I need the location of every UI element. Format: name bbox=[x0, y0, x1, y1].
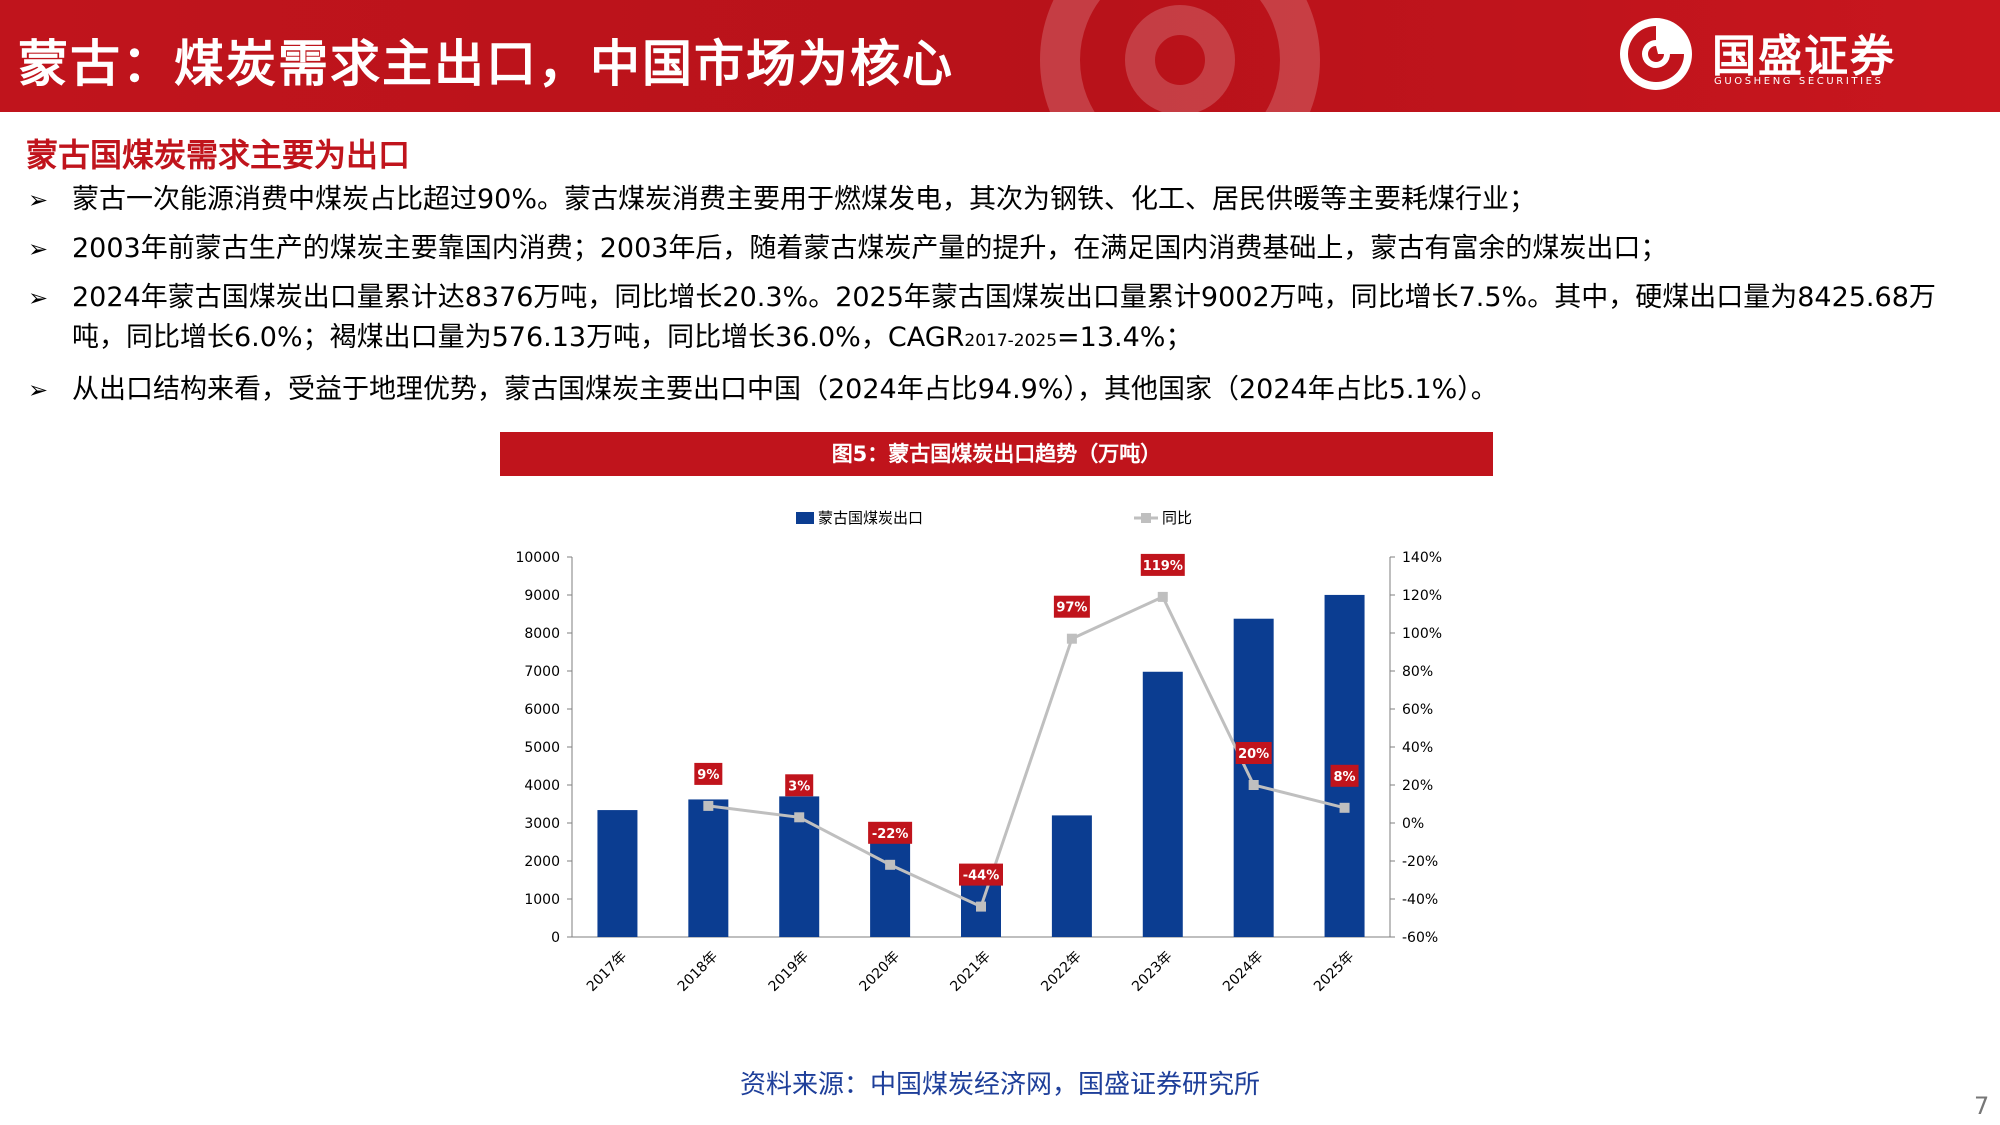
x-tick-label: 2021年 bbox=[947, 949, 993, 995]
bullet-text: 2024年蒙古国煤炭出口量累计达8376万吨，同比增长20.3%。2025年蒙古… bbox=[72, 282, 1936, 353]
legend-swatch-marker bbox=[1141, 513, 1151, 523]
source-note: 资料来源：中国煤炭经济网，国盛证券研究所 bbox=[739, 1070, 1260, 1100]
x-tick-label: 2024年 bbox=[1220, 949, 1266, 995]
right-tick-label: 20% bbox=[1402, 778, 1433, 794]
left-tick-label: 3000 bbox=[524, 816, 560, 832]
yoy-label-box bbox=[959, 863, 1003, 886]
right-tick-label: -20% bbox=[1402, 854, 1438, 870]
guosheng-logo-icon bbox=[1620, 18, 1692, 90]
bullet-item: ➢ 2024年蒙古国煤炭出口量累计达8376万吨，同比增长20.3%。2025年… bbox=[24, 278, 1984, 361]
left-tick-label: 7000 bbox=[524, 664, 560, 680]
yoy-data-label: 3% bbox=[788, 779, 810, 794]
right-tick-label: 40% bbox=[1402, 740, 1433, 756]
right-tick-label: 100% bbox=[1402, 626, 1442, 642]
yoy-data-label: 9% bbox=[697, 768, 719, 783]
x-tick-label: 2023年 bbox=[1129, 949, 1175, 995]
bar-2020年 bbox=[870, 827, 911, 937]
left-tick-label: 9000 bbox=[524, 588, 560, 604]
x-tick-label: 2018年 bbox=[675, 949, 721, 995]
right-tick-label: -60% bbox=[1402, 930, 1438, 946]
page-title: 蒙古：煤炭需求主出口，中国市场为核心 bbox=[18, 34, 954, 93]
x-tick-label: 2022年 bbox=[1038, 949, 1084, 995]
export-trend-chart: 0 1000 2000 3000 4000 5000 6000 7000 8000 9000 100… bbox=[515, 509, 1442, 995]
yoy-marker bbox=[1157, 591, 1168, 602]
yoy-label-box bbox=[1330, 764, 1359, 787]
bullet-arrow-icon: ➢ bbox=[28, 235, 49, 263]
bullet-text: 从出口结构来看，受益于地理优势，蒙古国煤炭主要出口中国（2024年占比94.9%… bbox=[72, 374, 1498, 405]
figure-banner: 图5：蒙古国煤炭出口趋势（万吨） bbox=[500, 432, 1493, 476]
yoy-data-label: 20% bbox=[1238, 747, 1269, 762]
yoy-marker bbox=[703, 800, 714, 811]
x-tick-label: 2020年 bbox=[857, 949, 903, 995]
yoy-marker bbox=[1248, 780, 1259, 790]
company-logo: 国盛证券 GUOSHENG SECURITIES bbox=[1608, 14, 1948, 98]
yoy-marker bbox=[794, 812, 805, 823]
yoy-label-box bbox=[694, 762, 723, 785]
bullet-item: ➢ 蒙古一次能源消费中煤炭占比超过90%。蒙古煤炭消费主要用于燃煤发电，其次为钢… bbox=[24, 180, 1984, 220]
right-tick-label: -40% bbox=[1402, 892, 1438, 908]
left-tick-label: 10000 bbox=[515, 550, 560, 566]
legend-swatch-bar bbox=[796, 512, 814, 524]
yoy-label-box bbox=[785, 774, 814, 797]
right-tick-label: 140% bbox=[1402, 550, 1442, 566]
left-tick-label: 0 bbox=[551, 930, 560, 946]
yoy-marker bbox=[1066, 633, 1077, 644]
bar-2023年 bbox=[1142, 671, 1183, 937]
yoy-marker bbox=[885, 859, 896, 870]
bullet-item: ➢ 从出口结构来看，受益于地理优势，蒙古国煤炭主要出口中国（2024年占比94.… bbox=[24, 370, 1984, 410]
x-tick-label: 2019年 bbox=[766, 949, 812, 995]
right-tick-label: 80% bbox=[1402, 664, 1433, 680]
yoy-data-label: 97% bbox=[1056, 601, 1087, 616]
bullet-item: ➢ 2003年前蒙古生产的煤炭主要靠国内消费；2003年后，随着蒙古煤炭产量的提… bbox=[24, 229, 1984, 269]
bullet-list: ➢ 蒙古一次能源消费中煤炭占比超过90%。蒙古煤炭消费主要用于燃煤发电，其次为钢… bbox=[24, 180, 1984, 419]
page-number: 7 bbox=[1974, 1092, 1990, 1120]
x-tick-label: 2017年 bbox=[584, 949, 630, 995]
section-title: 蒙古国煤炭需求主要为出口 bbox=[26, 136, 411, 174]
yoy-label-box bbox=[1235, 742, 1272, 764]
header-bar: 蒙古：煤炭需求主出口，中国市场为核心 国盛证券 GUOSHENG SECURIT… bbox=[0, 0, 2000, 112]
logo-name-cn: 国盛证券 bbox=[1712, 31, 1896, 82]
bullet-text: 蒙古一次能源消费中煤炭占比超过90%。蒙古煤炭消费主要用于燃煤发电，其次为钢铁、… bbox=[72, 184, 1537, 215]
bar-2022年 bbox=[1051, 815, 1092, 937]
yoy-data-label: -44% bbox=[963, 869, 1000, 884]
right-tick-label: 120% bbox=[1402, 588, 1442, 604]
bullet-text: 2003年前蒙古生产的煤炭主要靠国内消费；2003年后，随着蒙古煤炭产量的提升，… bbox=[72, 233, 1668, 264]
left-tick-label: 8000 bbox=[524, 626, 560, 642]
header-swoosh-decoration bbox=[1040, 0, 1320, 112]
bullet-arrow-icon: ➢ bbox=[28, 376, 49, 404]
right-tick-label: 0% bbox=[1402, 816, 1424, 832]
yoy-data-label: 8% bbox=[1334, 770, 1356, 785]
right-tick-label: 60% bbox=[1402, 702, 1433, 718]
bar-2017年 bbox=[597, 810, 638, 937]
bullet-arrow-icon: ➢ bbox=[28, 186, 49, 214]
left-tick-label: 1000 bbox=[524, 892, 560, 908]
left-tick-label: 4000 bbox=[524, 778, 560, 794]
yoy-label-box bbox=[1053, 595, 1090, 618]
left-tick-label: 5000 bbox=[524, 740, 560, 756]
yoy-marker bbox=[1339, 802, 1350, 813]
legend-label-bar: 蒙古国煤炭出口 bbox=[818, 509, 923, 527]
yoy-marker bbox=[976, 901, 986, 912]
bullet-arrow-icon: ➢ bbox=[28, 284, 49, 312]
logo-name-en: GUOSHENG SECURITIES bbox=[1714, 76, 1884, 87]
yoy-data-label: 119% bbox=[1143, 559, 1183, 574]
yoy-label-box bbox=[868, 821, 913, 844]
left-tick-label: 6000 bbox=[524, 702, 560, 718]
x-tick-label: 2025年 bbox=[1311, 949, 1357, 995]
legend-label-line: 同比 bbox=[1162, 509, 1192, 527]
left-tick-label: 2000 bbox=[524, 854, 560, 870]
bullet-text-after: =13.4%； bbox=[1057, 322, 1193, 353]
bullet-subscript: 2017-2025 bbox=[964, 331, 1058, 351]
yoy-data-label: -22% bbox=[872, 827, 909, 842]
bar-2024年 bbox=[1233, 618, 1274, 937]
bar-2018年 bbox=[688, 799, 729, 937]
yoy-label-box bbox=[1140, 553, 1185, 576]
